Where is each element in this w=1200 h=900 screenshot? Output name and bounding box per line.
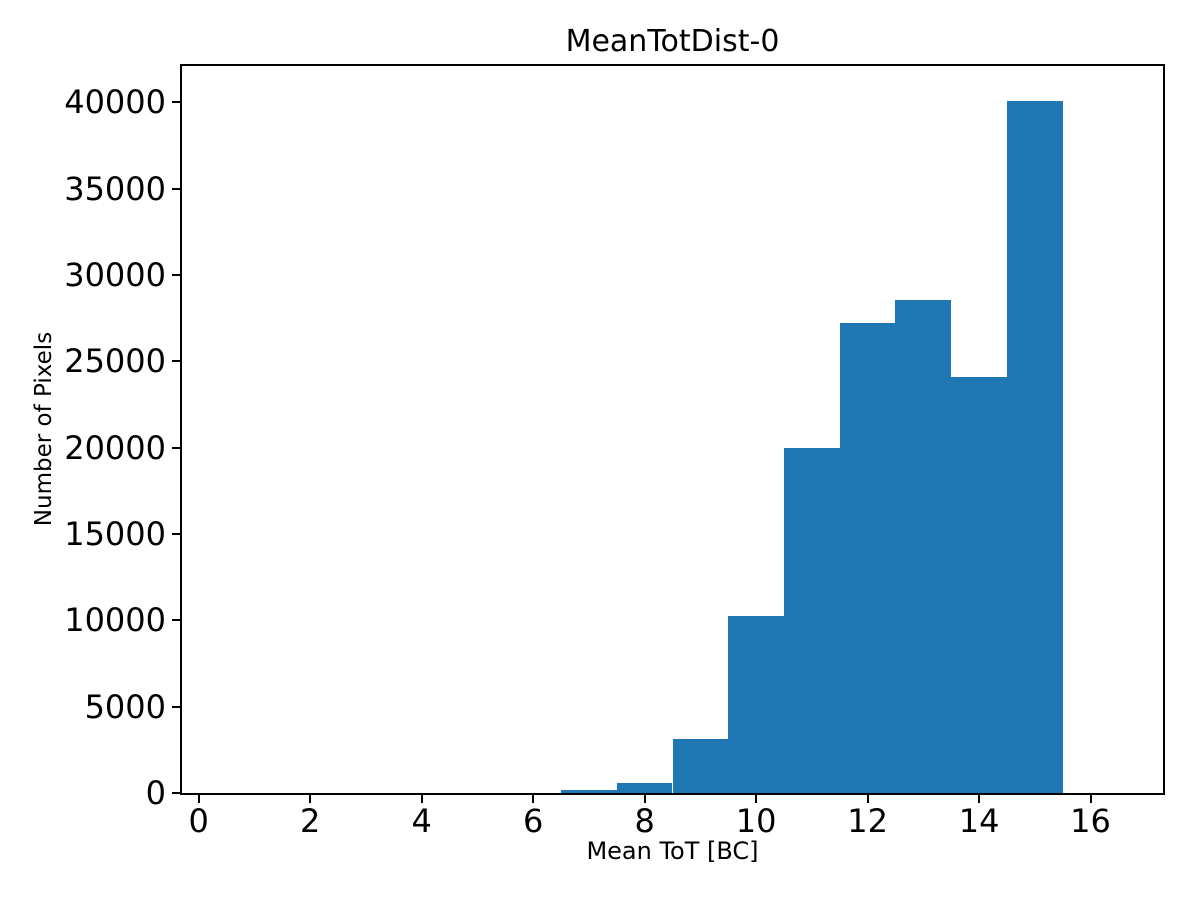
y-tick-label: 15000 [64,514,166,553]
histogram-bar [951,376,1007,793]
x-tick-label: 16 [1070,802,1111,840]
y-axis-tick [172,532,180,535]
plot-area [180,64,1165,795]
y-axis-tick [172,705,180,708]
histogram-bar [728,616,784,793]
y-tick-label: 35000 [64,169,166,208]
histogram-bar [672,739,729,793]
x-axis-tick [309,795,312,803]
y-axis-tick [172,446,180,449]
chart-title: MeanTotDist-0 [565,24,780,59]
x-axis-tick [532,795,535,803]
x-axis-tick [197,795,200,803]
y-axis-tick [172,360,180,363]
y-tick-label: 40000 [64,83,166,122]
y-tick-label: 0 [145,774,166,812]
histogram-bar [783,447,840,793]
y-axis-tick [172,273,180,276]
x-tick-label: 10 [735,802,777,840]
histogram-bar [616,782,673,793]
x-axis-tick [420,795,423,803]
y-tick-label: 5000 [84,687,166,726]
histogram-bar [839,323,896,793]
y-axis-tick [172,619,180,622]
x-axis-tick [755,795,758,803]
histogram-bar [895,300,952,793]
x-axis-tick [643,795,646,803]
y-axis-label: Number of Pixels [31,331,57,527]
x-tick-label: 6 [522,802,544,840]
y-tick-label: 20000 [64,428,166,467]
x-axis-tick [1089,795,1092,803]
y-axis-tick [172,792,180,794]
x-tick-label: 14 [958,802,1000,840]
y-axis-tick [172,101,180,104]
x-axis-tick [866,795,869,803]
x-tick-label: 8 [634,802,655,840]
x-tick-label: 12 [847,802,888,840]
x-tick-label: 2 [300,802,321,840]
x-tick-label: 4 [411,802,432,840]
y-axis-tick [172,187,180,190]
y-tick-label: 25000 [64,342,166,381]
histogram-bar [561,789,617,793]
histogram-bar [1006,100,1063,793]
x-axis-tick [978,795,981,803]
x-tick-label: 0 [188,802,209,840]
y-tick-label: 10000 [64,601,166,640]
y-tick-label: 30000 [64,255,166,294]
x-axis-label: Mean ToT [BC] [586,837,759,865]
